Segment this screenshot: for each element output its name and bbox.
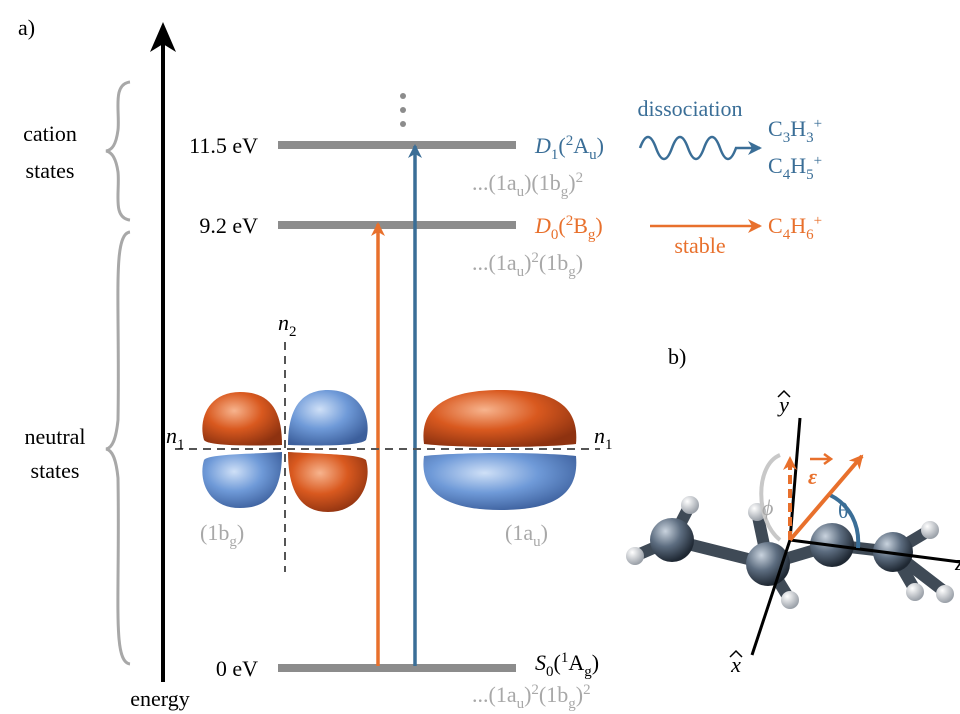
text-part: + (814, 116, 822, 132)
text-part: (1a (505, 520, 533, 545)
text-part: 1 (177, 437, 185, 453)
text-part: + (814, 153, 822, 169)
text-part: n (594, 423, 605, 448)
text-part: ( (558, 133, 565, 158)
text-part: 6 (806, 227, 814, 243)
text-part: 2 (576, 170, 584, 186)
text-part: ( (558, 213, 565, 238)
ellipsis-dots (400, 93, 406, 127)
text-part: H (790, 153, 806, 178)
page: { "panel_a": { "label": "a)", "axis_labe… (0, 0, 960, 714)
panel-label: b) (668, 344, 686, 369)
stable-label: stable (674, 233, 725, 258)
group-label: cation (23, 121, 77, 146)
text-part: 1 (605, 437, 613, 453)
text-part: S (535, 650, 546, 675)
nodal-label: n2 (278, 310, 297, 340)
orbital-label: (1bg) (200, 520, 244, 550)
text-part: ) (576, 250, 583, 275)
text-part: ...(1a (472, 682, 517, 707)
text-part: ) (237, 520, 244, 545)
text-part: 5 (806, 167, 814, 183)
text-part: H (790, 213, 806, 238)
text-part: )(1b (524, 170, 561, 195)
text-part: n (166, 423, 177, 448)
brace (106, 232, 130, 664)
energy-label: 9.2 eV (199, 213, 258, 238)
text-part: C (768, 153, 783, 178)
text-part: D (534, 133, 551, 158)
angle-label: θ (838, 498, 849, 523)
group-label: neutral (24, 424, 85, 449)
text-part: ...(1a (472, 250, 517, 275)
text-part: ) (592, 650, 599, 675)
group-label: states (31, 458, 80, 483)
axis-label: energy (130, 686, 189, 711)
orbital-1bg (202, 390, 367, 512)
text-part: C (768, 213, 783, 238)
text-part: ...(1a (472, 170, 517, 195)
text-part: D (534, 213, 551, 238)
product-label: C4H6+ (768, 213, 822, 243)
text-part: (1b (539, 250, 568, 275)
text-part: ) (597, 133, 604, 158)
text-part: n (278, 310, 289, 335)
dissociation-label: dissociation (637, 96, 742, 121)
figure: a) energy cation states neutral states 1… (0, 0, 960, 714)
energy-label: 0 eV (216, 656, 258, 681)
text-part: 2 (531, 682, 539, 698)
text-part: B (573, 213, 588, 238)
brace (106, 82, 130, 220)
wavy-arrow (640, 137, 760, 159)
config-label: ...(1au)2(1bg)2 (472, 682, 591, 712)
text-part: 2 (566, 133, 574, 149)
product-label: C4H5+ (768, 153, 822, 183)
text-part: ) (576, 682, 583, 707)
text-part: 2 (531, 250, 539, 266)
text-part: C (768, 116, 783, 141)
text-part: 1 (561, 650, 569, 666)
text-part: 2 (583, 682, 591, 698)
text-part: + (814, 213, 822, 229)
text-part: ) (541, 520, 548, 545)
text-part: ) (524, 682, 531, 707)
text-part: ) (595, 213, 602, 238)
text-part: 0 (546, 664, 554, 680)
text-part: 0 (551, 227, 559, 243)
group-label: states (26, 158, 75, 183)
text-part: (1b (200, 520, 229, 545)
product-label: C3H3+ (768, 116, 822, 146)
text-part: 3 (806, 130, 814, 146)
text-part: A (573, 133, 589, 158)
state-label: S0(1Ag) (535, 650, 599, 680)
text-part: (1b (539, 682, 568, 707)
text-part: 1 (551, 147, 559, 163)
text-part: ) (568, 170, 575, 195)
config-label: ...(1au)2(1bg) (472, 250, 583, 280)
energy-label: 11.5 eV (189, 133, 258, 158)
text-part: 2 (566, 213, 574, 229)
panel-label: a) (18, 15, 35, 40)
text-part: H (790, 116, 806, 141)
config-label: ...(1au)(1bg)2 (472, 170, 583, 200)
text-part: 3 (783, 130, 791, 146)
axis-label: z (954, 550, 960, 575)
text-part: A (568, 650, 584, 675)
state-label: D1(2Au) (534, 133, 604, 163)
text-part: 2 (289, 324, 297, 340)
angle-label: ϕ (762, 495, 773, 520)
state-label: D0(2Bg) (534, 213, 603, 243)
text-part: ( (554, 650, 561, 675)
vector-mark (810, 454, 831, 464)
orbital-label: (1au) (505, 520, 548, 550)
field-label: ε (808, 464, 817, 489)
text-part: ) (524, 250, 531, 275)
